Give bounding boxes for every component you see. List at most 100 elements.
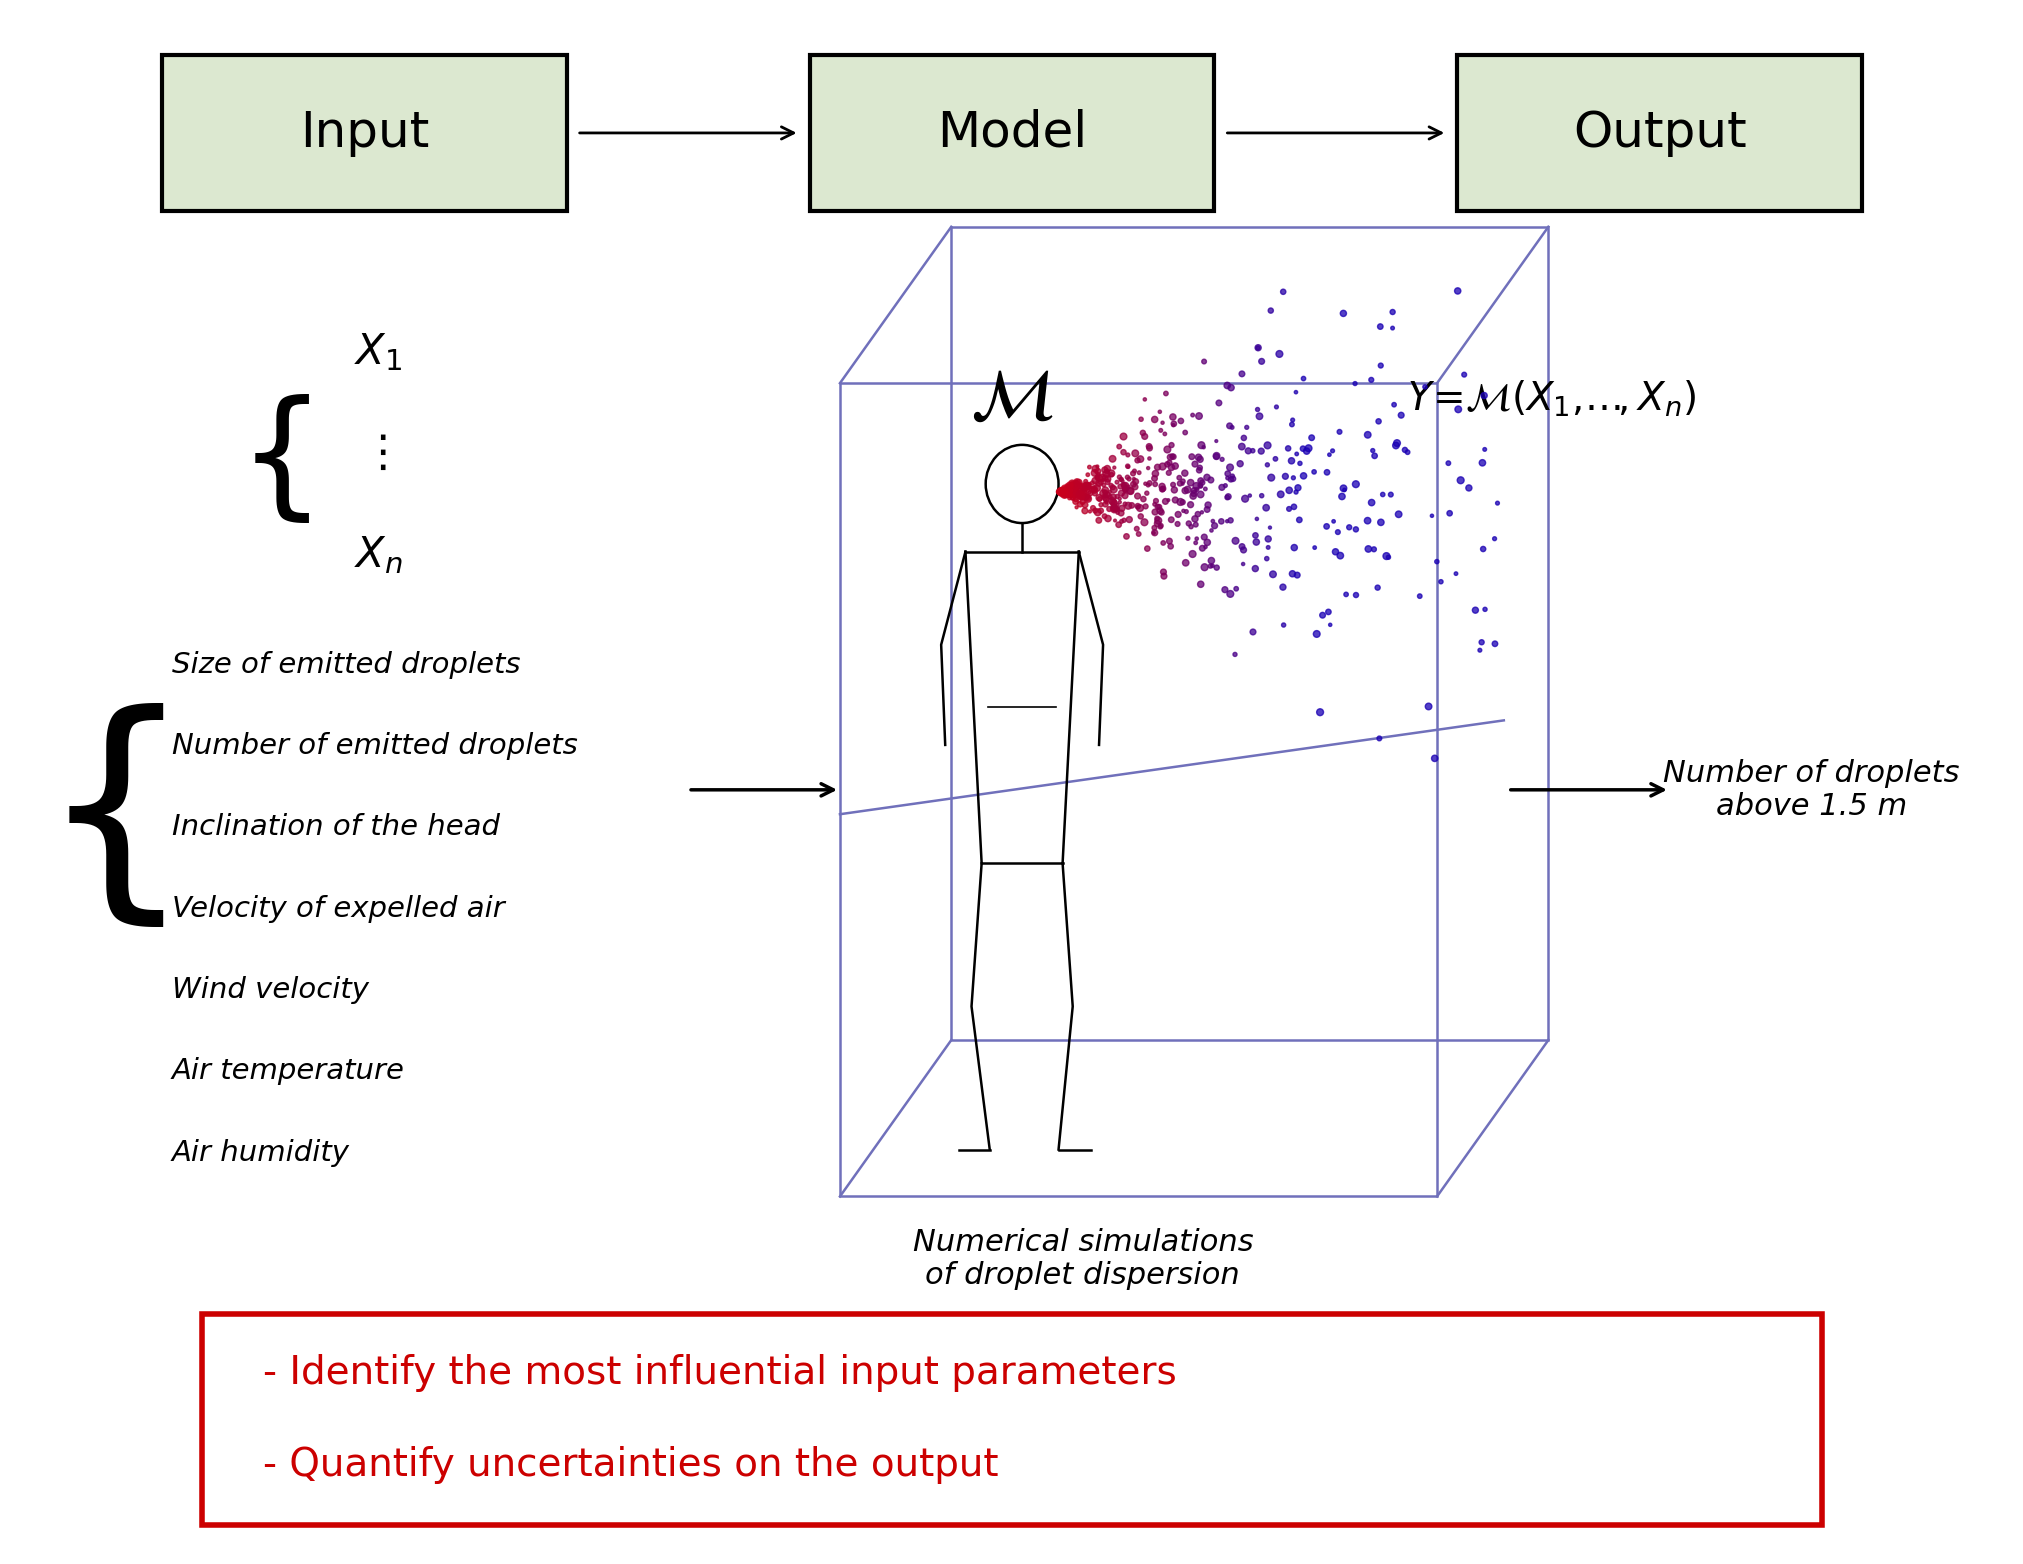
Point [1179, 477, 1212, 502]
Point [1210, 508, 1242, 533]
Point [1050, 482, 1082, 507]
Point [1181, 458, 1214, 483]
Point [1185, 500, 1218, 526]
Point [1066, 490, 1098, 515]
Point [1272, 477, 1305, 502]
Point [1068, 475, 1101, 500]
Point [1088, 480, 1121, 505]
Point [1299, 535, 1331, 560]
Text: $\mathcal{M}$: $\mathcal{M}$ [969, 364, 1054, 433]
Text: Air temperature: Air temperature [172, 1057, 405, 1085]
Point [1111, 465, 1143, 490]
Point [1090, 507, 1123, 532]
Point [1109, 475, 1141, 500]
Point [1088, 485, 1121, 510]
Point [1058, 475, 1090, 500]
Point [1323, 419, 1355, 444]
Point [1042, 480, 1074, 505]
Point [1058, 475, 1090, 500]
Point [1171, 526, 1204, 551]
Point [1194, 554, 1226, 579]
Point [1121, 483, 1153, 508]
Point [1141, 507, 1173, 532]
Point [1177, 507, 1210, 532]
Point [1133, 433, 1165, 458]
Point [1238, 557, 1270, 582]
Point [1121, 447, 1153, 472]
Point [1056, 471, 1088, 496]
Point [1177, 479, 1210, 504]
Point [1224, 450, 1256, 475]
Point [1078, 480, 1111, 505]
Point [1196, 554, 1228, 579]
Point [1408, 374, 1440, 399]
Point [1202, 391, 1234, 416]
Point [1082, 486, 1115, 511]
Point [1101, 496, 1133, 521]
Point [1058, 479, 1090, 504]
Point [1256, 561, 1289, 586]
Point [1190, 477, 1222, 502]
Point [1145, 500, 1177, 526]
Point [1169, 479, 1202, 504]
Point [1163, 465, 1196, 490]
Point [1364, 314, 1396, 339]
Point [1096, 477, 1129, 502]
Point [1384, 402, 1416, 427]
Point [1076, 477, 1109, 502]
Point [1301, 621, 1333, 646]
Point [1098, 496, 1131, 521]
Point [1185, 433, 1218, 458]
Point [1098, 494, 1131, 519]
Point [1056, 477, 1088, 502]
Point [1101, 469, 1133, 494]
Point [1465, 450, 1497, 475]
Point [1244, 438, 1277, 463]
Point [1145, 418, 1177, 443]
Point [1216, 463, 1248, 488]
Point [1117, 466, 1149, 491]
Point [1153, 450, 1185, 475]
Point [1414, 504, 1446, 529]
Point [1058, 490, 1090, 515]
Text: Velocity of expelled air: Velocity of expelled air [172, 895, 504, 923]
Point [1076, 471, 1109, 496]
Point [1052, 482, 1084, 507]
Point [1070, 472, 1103, 497]
Point [1088, 457, 1121, 482]
Point [1098, 497, 1131, 522]
Point [1098, 455, 1131, 480]
Point [1212, 461, 1244, 486]
Point [1090, 469, 1123, 494]
Point [1048, 482, 1080, 507]
Point [1078, 477, 1111, 502]
Point [1062, 472, 1094, 497]
Text: Number of droplets
above 1.5 m: Number of droplets above 1.5 m [1663, 759, 1958, 821]
Point [1210, 485, 1242, 510]
Point [1090, 461, 1123, 486]
Point [1319, 540, 1351, 565]
Point [1080, 475, 1113, 500]
Point [1287, 436, 1319, 461]
Point [1048, 477, 1080, 502]
Point [1177, 483, 1210, 508]
Point [1357, 536, 1390, 561]
Point [1161, 511, 1194, 536]
Point [1082, 485, 1115, 510]
Point [1179, 530, 1212, 555]
Point [1303, 699, 1335, 724]
Point [1252, 527, 1285, 552]
Point [1250, 546, 1283, 571]
Point [1048, 483, 1080, 508]
Point [1062, 483, 1094, 508]
Point [1080, 465, 1113, 490]
Point [1157, 444, 1190, 469]
Point [1226, 538, 1258, 563]
Point [1147, 475, 1179, 500]
Point [1370, 544, 1402, 569]
Point [1141, 455, 1173, 480]
Point [1068, 493, 1101, 518]
Point [1111, 443, 1143, 468]
Point [1175, 402, 1208, 427]
Point [1046, 477, 1078, 502]
